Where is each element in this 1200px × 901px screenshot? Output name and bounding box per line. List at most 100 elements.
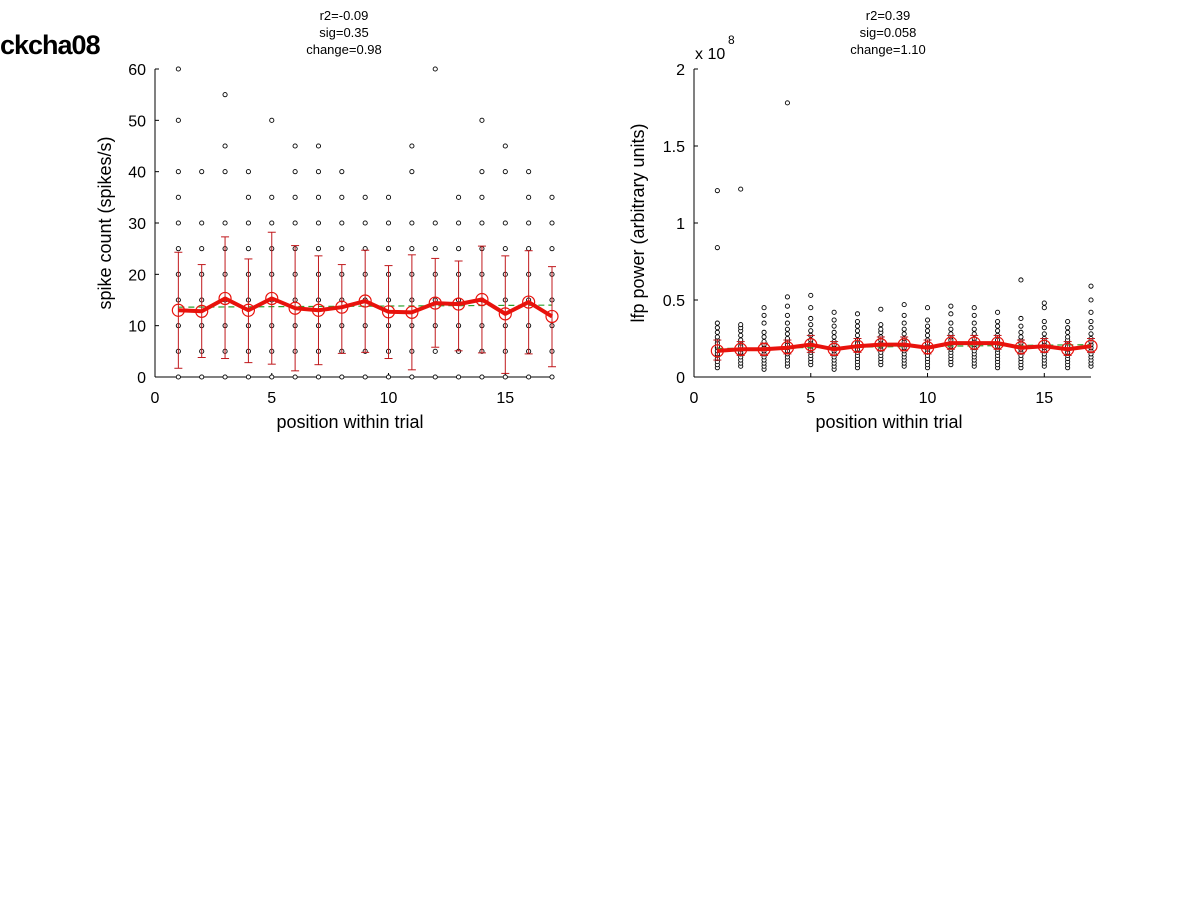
y-tick-label: 50 [128,113,146,130]
data-point [502,220,508,226]
data-point [502,246,508,252]
data-point [526,194,532,200]
data-point [761,305,767,311]
data-point [1065,334,1071,340]
y-axis-label: lfp power (arbitrary units) [628,123,648,322]
data-point [1088,319,1094,325]
data-point [479,220,485,226]
data-point [549,194,555,200]
data-point [924,332,931,338]
data-point [339,169,345,175]
mean-marker [545,309,559,324]
mean-marker [710,344,724,358]
mean-marker [734,342,748,356]
data-point [948,303,954,309]
data-point [199,220,205,226]
data-point [175,194,181,200]
data-point [901,320,907,326]
data-point [432,220,438,226]
data-point [362,194,368,200]
data-point [245,246,251,252]
data-point [385,220,392,226]
mean-marker [335,300,349,314]
mean-marker [1037,339,1051,353]
scatter-points [714,100,1094,372]
data-point [456,246,462,252]
data-point [901,302,907,308]
data-point [924,328,931,334]
data-point [1088,325,1094,331]
data-point [245,194,251,200]
data-point [784,326,790,332]
mean-marker [451,297,466,311]
data-point [808,328,814,334]
data-point [878,306,884,312]
data-point [292,143,298,149]
mean-marker [265,291,279,306]
data-point [549,374,555,380]
x-tick-label: 5 [267,390,276,407]
data-point [526,220,532,226]
mean-marker [990,336,1005,350]
y-tick-label: 1 [676,216,685,233]
data-point [292,194,298,200]
mean-marker [827,342,841,356]
data-point [526,169,532,175]
mean-marker [1014,341,1028,355]
data-point [1041,325,1047,331]
data-point [1065,329,1071,335]
mean-marker [1061,342,1075,356]
y-tick-label: 60 [128,62,146,79]
mean-marker [804,338,818,352]
data-point [1088,297,1094,303]
data-point [502,374,508,380]
title-line: sig=0.35 [319,25,369,40]
title-line: sig=0.058 [860,25,917,40]
data-point [245,220,251,226]
data-point [1088,331,1094,337]
mean-marker [522,295,536,309]
data-point [808,315,814,322]
data-point [971,305,977,311]
data-point [292,374,298,380]
data-point [175,66,181,72]
data-point [292,169,298,175]
data-point [714,188,720,194]
mean-marker [171,303,185,317]
mean-marker [498,307,512,321]
data-point [456,220,462,226]
data-point [526,374,532,380]
data-point [432,246,438,252]
data-point [831,317,837,323]
data-point [784,312,790,318]
data-point [175,246,181,252]
data-point [1041,300,1047,306]
data-point [761,320,767,326]
mean-line [717,341,1092,353]
data-point [175,169,181,175]
data-point [714,245,720,251]
mean-markers [710,336,1098,358]
mean-markers [171,291,559,324]
title-line: change=1.10 [850,42,926,57]
data-point [878,322,884,328]
data-point [526,246,532,252]
data-point [714,329,720,335]
data-point [409,246,415,252]
data-point [924,317,931,323]
data-point [269,220,275,226]
data-point [971,326,977,332]
mean-marker [241,303,256,317]
y-tick-label: 2 [676,62,685,79]
data-point [479,194,485,200]
x-tick-label: 0 [690,390,699,407]
mean-marker [757,342,771,356]
data-point [269,374,275,380]
x-axis-label: position within trial [815,412,962,432]
data-point [831,309,837,315]
mean-marker [381,305,396,319]
data-point [385,374,392,380]
mean-marker [405,305,419,319]
mean-marker [920,341,935,355]
